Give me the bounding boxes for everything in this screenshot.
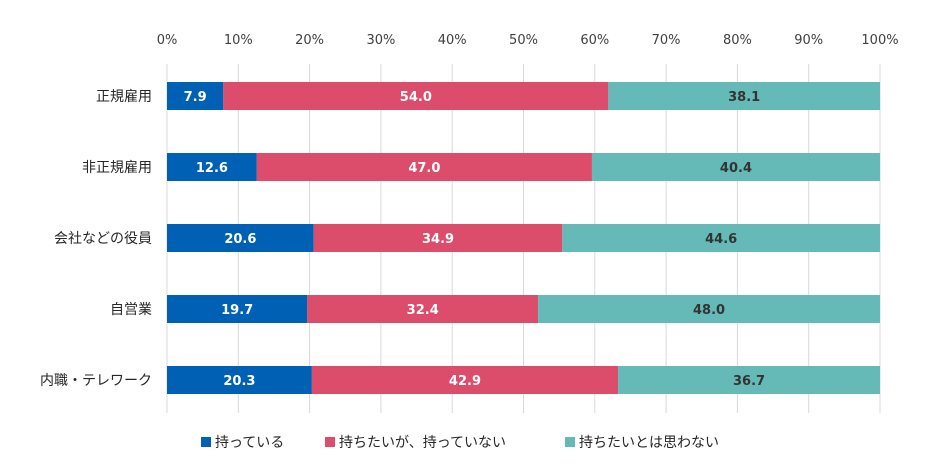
bar-segment [256, 153, 592, 181]
x-axis-ticks: 0% 10% 20% 30% 40% 50% 60% 70% 80% 90% 100% [157, 33, 899, 48]
bar-segment [608, 82, 880, 110]
bar-segment [591, 153, 880, 181]
x-tick-label: 90% [794, 33, 823, 48]
x-tick-label: 70% [652, 33, 681, 48]
category-label: 正規雇用 [96, 88, 152, 105]
bar-segment [167, 366, 312, 394]
legend-swatch [325, 437, 335, 447]
bar-segment [167, 153, 257, 181]
data-label: 38.1 [728, 90, 760, 105]
x-tick-label: 0% [157, 33, 178, 48]
x-tick-label: 80% [723, 33, 752, 48]
bar-segment [167, 82, 224, 110]
x-tick-label: 20% [295, 33, 324, 48]
data-label: 12.6 [196, 161, 228, 176]
bar-segment [223, 82, 609, 110]
x-tick-label: 10% [224, 33, 253, 48]
data-label: 20.3 [223, 374, 255, 389]
bar-segment [313, 224, 563, 252]
category-label: 内職・テレワーク [40, 373, 152, 389]
legend-label: 持ちたいが、持っていない [339, 435, 506, 451]
x-tick-label: 100% [861, 33, 898, 48]
x-tick-label: 50% [509, 33, 538, 48]
data-label: 40.4 [720, 161, 752, 176]
data-label: 54.0 [400, 90, 432, 105]
category-label: 会社などの役員 [54, 231, 152, 247]
bars [167, 82, 880, 394]
data-label: 44.6 [705, 232, 737, 247]
data-labels: 7.9 54.0 38.1 12.6 47.0 40.4 20.6 34.9 44.6 19.7 3… [184, 90, 765, 389]
bar-segment [618, 366, 880, 394]
x-tick-label: 60% [580, 33, 609, 48]
legend-swatch [201, 437, 211, 447]
bar-segment [538, 295, 880, 323]
data-label: 47.0 [408, 161, 440, 176]
category-label: 自営業 [110, 302, 152, 318]
bar-segment [307, 295, 539, 323]
legend-label: 持ちたいとは思わない [579, 435, 719, 451]
data-label: 32.4 [407, 303, 439, 318]
data-label: 7.9 [184, 90, 207, 105]
legend: 持っている 持ちたいが、持っていない 持ちたいとは思わない [201, 435, 719, 451]
data-label: 48.0 [693, 303, 725, 318]
legend-label: 持っている [215, 435, 284, 451]
data-label: 19.7 [221, 303, 253, 318]
category-label: 非正規雇用 [82, 159, 152, 176]
data-label: 36.7 [733, 374, 765, 389]
data-label: 20.6 [224, 232, 256, 247]
data-label: 34.9 [422, 232, 454, 247]
bar-segment [311, 366, 619, 394]
x-tick-label: 30% [366, 33, 395, 48]
legend-swatch [565, 437, 575, 447]
x-tick-label: 40% [438, 33, 467, 48]
bar-segment [167, 295, 308, 323]
bar-segment [167, 224, 314, 252]
bar-segment [562, 224, 880, 252]
data-label: 42.9 [449, 374, 481, 389]
